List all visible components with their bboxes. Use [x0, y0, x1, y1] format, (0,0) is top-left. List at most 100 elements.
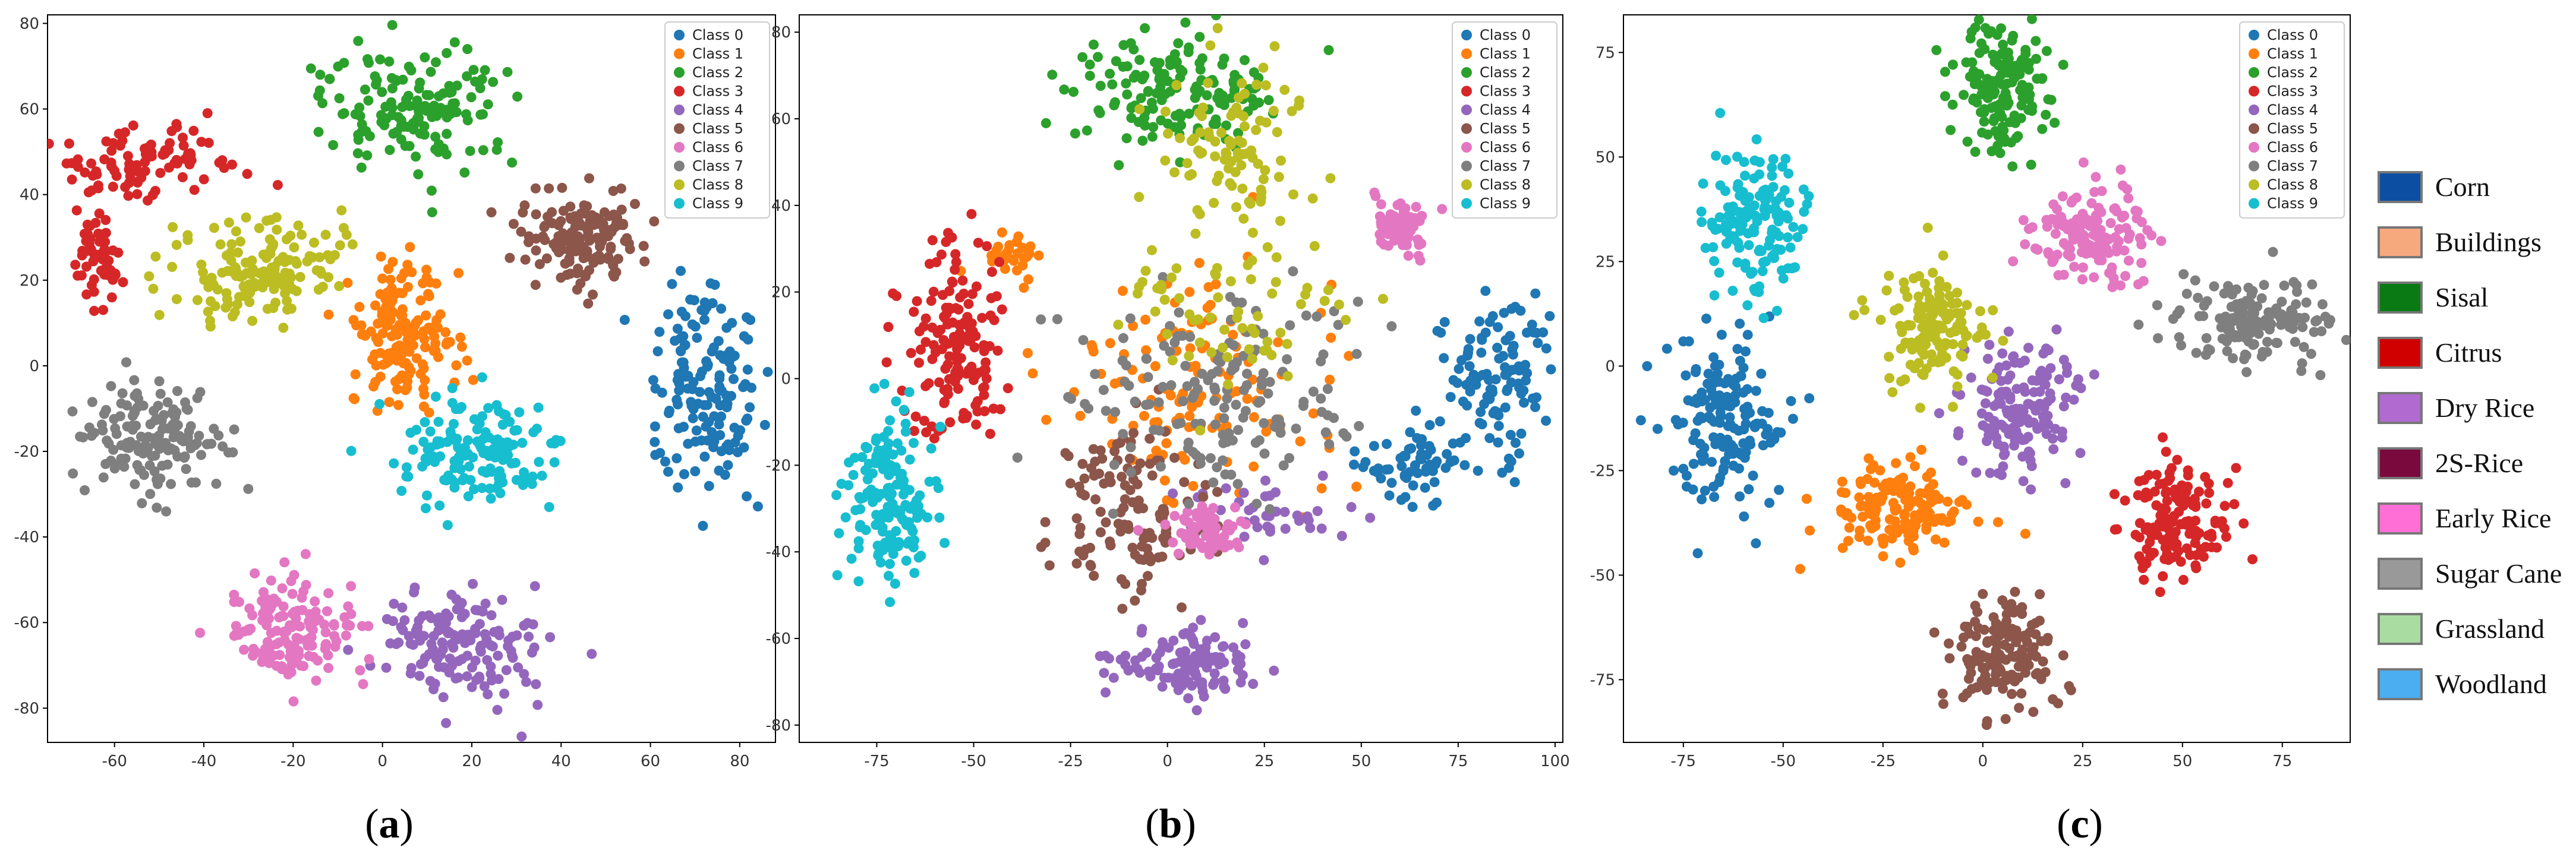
data-point	[162, 459, 173, 470]
data-point	[1928, 479, 1938, 489]
data-point	[1197, 677, 1207, 688]
data-point	[387, 20, 398, 30]
data-point	[1182, 158, 1193, 169]
legend-label: Class 4	[1480, 102, 1531, 118]
data-point	[1269, 665, 1279, 676]
data-point	[2096, 186, 2107, 197]
data-point	[1938, 250, 1948, 261]
data-point	[1939, 538, 1950, 548]
data-point	[1231, 400, 1241, 410]
data-point	[268, 303, 279, 314]
data-point	[279, 557, 290, 568]
data-point	[1955, 390, 1966, 400]
data-point	[2017, 80, 2028, 90]
data-point	[2163, 514, 2174, 524]
data-point	[1900, 517, 1910, 527]
data-point	[1071, 558, 1082, 569]
data-point	[379, 120, 390, 131]
data-point	[304, 251, 315, 261]
data-point	[1108, 672, 1119, 683]
data-point	[357, 127, 367, 137]
data-point	[1168, 537, 1178, 548]
data-point	[401, 358, 411, 368]
data-point	[338, 223, 349, 233]
data-point	[2317, 299, 2328, 309]
data-point	[1184, 351, 1194, 361]
data-point	[297, 229, 307, 240]
data-point	[843, 480, 854, 491]
data-point	[1255, 396, 1266, 406]
data-point	[1190, 377, 1200, 387]
data-point	[393, 112, 403, 122]
data-point	[2107, 262, 2117, 273]
data-point	[314, 85, 325, 96]
data-point	[2003, 97, 2014, 108]
data-point	[759, 420, 770, 430]
data-point	[1991, 677, 2001, 687]
data-point	[1915, 403, 1925, 413]
data-point	[447, 383, 458, 393]
data-point	[502, 67, 513, 77]
data-point	[231, 263, 241, 274]
series-class-6	[195, 549, 374, 707]
data-point	[1256, 184, 1266, 195]
data-point	[2026, 159, 2036, 170]
data-point	[1224, 135, 1235, 146]
data-point	[752, 501, 763, 512]
data-point	[1973, 516, 1984, 527]
data-point	[2291, 280, 2302, 290]
data-point	[1990, 126, 2001, 137]
data-point	[2209, 281, 2219, 292]
data-point	[912, 296, 922, 306]
data-point	[286, 303, 297, 314]
data-point	[2077, 274, 2088, 284]
x-tick-label: -50	[1771, 752, 1796, 770]
data-point	[336, 205, 347, 216]
data-point	[1727, 231, 1738, 241]
data-point	[1248, 461, 1259, 472]
data-point	[2222, 478, 2233, 488]
data-point	[225, 248, 236, 258]
data-point	[583, 298, 594, 309]
data-point	[1987, 372, 1998, 383]
x-tick-label: 60	[641, 752, 660, 770]
data-point	[298, 661, 309, 671]
data-point	[1247, 153, 1258, 163]
data-point	[948, 337, 958, 347]
data-point	[305, 63, 316, 74]
data-point	[1109, 446, 1120, 457]
data-point	[1972, 606, 1983, 617]
data-point	[2050, 423, 2061, 434]
data-point	[1120, 660, 1131, 670]
x-tick-label: -25	[1871, 752, 1896, 770]
data-point	[1305, 523, 1316, 533]
data-point	[1453, 363, 1464, 374]
data-point	[229, 307, 240, 318]
data-point	[531, 679, 541, 690]
data-point	[1530, 288, 1541, 299]
data-point	[1751, 134, 1762, 145]
data-point	[1757, 266, 1768, 276]
data-point	[67, 174, 77, 185]
data-point	[2043, 94, 2054, 105]
caption-letter: b	[1159, 801, 1183, 847]
data-point	[673, 423, 684, 434]
data-point	[414, 671, 425, 681]
data-point	[1963, 674, 1974, 684]
data-point	[1452, 378, 1463, 388]
data-point	[526, 647, 537, 658]
data-point	[2130, 205, 2141, 216]
data-point	[1118, 40, 1129, 50]
data-point	[1530, 401, 1540, 412]
data-point	[2172, 454, 2183, 465]
data-point	[261, 276, 272, 286]
data-point	[2123, 233, 2134, 244]
data-point	[321, 639, 332, 649]
data-point	[2134, 518, 2145, 529]
data-point	[1642, 361, 1653, 371]
data-point	[1194, 108, 1205, 118]
data-point	[1197, 368, 1207, 379]
data-point	[2109, 489, 2120, 499]
data-point	[1984, 412, 1994, 422]
scatter-points	[48, 20, 773, 742]
